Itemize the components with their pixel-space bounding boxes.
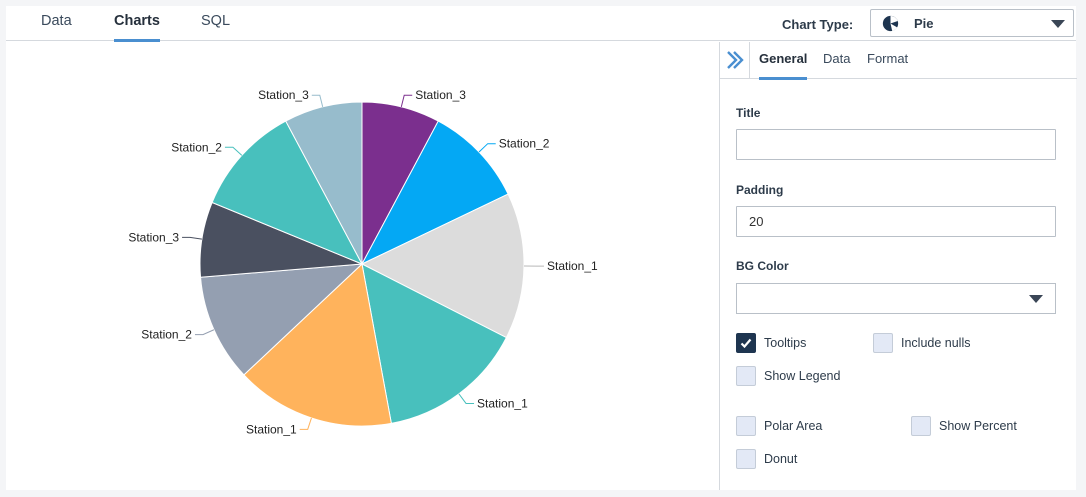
pie-slice[interactable]: [200, 263, 364, 376]
panel-tab-general[interactable]: General: [759, 51, 808, 80]
slice-leader-line: [194, 329, 215, 336]
slice-leader-line: [458, 393, 475, 404]
tooltips-label[interactable]: Tooltips: [764, 336, 807, 350]
pie-slice[interactable]: [360, 193, 525, 339]
chart-type-value: Pie: [914, 16, 934, 31]
slice-label: Station_2: [141, 328, 192, 342]
bg-color-label: BG Color: [736, 259, 789, 273]
slice-leader-line: [311, 94, 324, 107]
double-chevron-right-icon: [727, 51, 744, 69]
slice-label: Station_3: [128, 230, 179, 244]
padding-input[interactable]: [736, 206, 1056, 237]
chevron-down-icon: [1051, 20, 1065, 28]
show-percent-label[interactable]: Show Percent: [939, 419, 1017, 433]
panel-tab-bar: General Data Format: [720, 42, 1077, 80]
pie-slice[interactable]: [211, 120, 364, 265]
panel-tab-format[interactable]: Format: [867, 51, 909, 66]
padding-label: Padding: [736, 183, 784, 197]
include-nulls-checkbox[interactable]: [873, 333, 893, 353]
show-percent-checkbox[interactable]: [911, 416, 931, 436]
slice-leader-line: [224, 146, 243, 156]
settings-panel: General Data Format Title Padding BG Col…: [719, 42, 1077, 490]
slice-leader-line: [400, 94, 413, 107]
slice-label: Station_1: [477, 396, 528, 410]
checkmark-icon: [740, 338, 752, 349]
slice-leader-line: [478, 143, 496, 153]
slice-label: Station_3: [258, 88, 309, 102]
donut-label[interactable]: Donut: [764, 452, 798, 466]
pie-slice[interactable]: [361, 263, 508, 424]
panel-tab-data[interactable]: Data: [823, 51, 851, 66]
slice-label: Station_3: [415, 88, 466, 102]
donut-checkbox[interactable]: [736, 449, 756, 469]
chart-type-select[interactable]: Pie: [870, 9, 1074, 37]
slice-leader-line: [182, 236, 202, 240]
pie-chart: Station_3 Station_2 Station_1 Station_1 Stat…: [128, 88, 598, 436]
top-tab-bar: Data Charts SQL Chart Type: Pie: [6, 6, 1076, 42]
include-nulls-label[interactable]: Include nulls: [901, 336, 971, 350]
title-label: Title: [736, 106, 761, 120]
slice-label: Station_2: [499, 137, 550, 151]
slice-label: Station_2: [171, 140, 222, 154]
show-legend-label[interactable]: Show Legend: [764, 369, 841, 383]
tab-sql[interactable]: SQL: [201, 13, 231, 29]
tab-data[interactable]: Data: [41, 13, 72, 29]
pie-chart-icon: [882, 15, 899, 32]
polar-area-label[interactable]: Polar Area: [764, 419, 823, 433]
chevron-down-icon: [1029, 295, 1043, 303]
show-legend-checkbox[interactable]: [736, 366, 756, 386]
slice-label: Station_1: [547, 259, 598, 273]
slice-label: Station_1: [246, 422, 297, 436]
chart-type-label: Chart Type:: [782, 17, 854, 32]
tab-charts[interactable]: Charts: [114, 13, 160, 42]
tooltips-checkbox[interactable]: [736, 333, 756, 353]
polar-area-checkbox[interactable]: [736, 416, 756, 436]
app-frame: Data Charts SQL Chart Type: Pie Station_…: [6, 6, 1077, 490]
slice-leader-line: [299, 417, 312, 430]
bg-color-select[interactable]: [736, 283, 1056, 314]
title-input[interactable]: [736, 129, 1056, 160]
chart-area: Station_3 Station_2 Station_1 Station_1 Stat…: [6, 42, 719, 490]
collapse-panel-button[interactable]: [720, 42, 750, 79]
